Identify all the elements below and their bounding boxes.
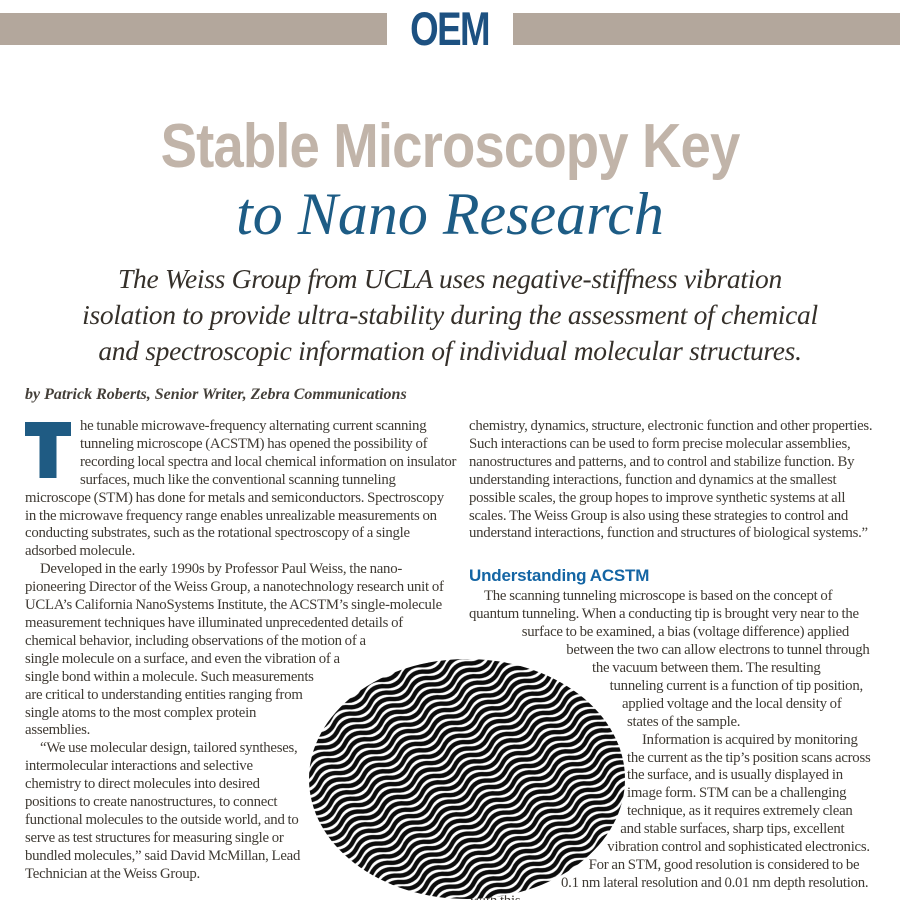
deck-line: and spectroscopic information of individ…	[98, 335, 802, 366]
paragraph: The scanning tunneling microscope is bas…	[469, 588, 870, 730]
article-title-line1: Stable Microscopy Key	[160, 112, 741, 181]
left-column: he tunable microwave-frequency alternati…	[25, 418, 457, 900]
masthead-rule-left	[0, 13, 388, 45]
deck-line: The Weiss Group from UCLA uses negative-…	[118, 263, 782, 294]
deck-line: isolation to provide ultra-stability dur…	[82, 299, 818, 330]
masthead: OEM	[0, 2, 900, 55]
right-column: chemistry, dynamics, structure, electron…	[469, 418, 875, 900]
paragraph-text: he tunable microwave-frequency alternati…	[25, 418, 457, 560]
article-deck: The Weiss Group from UCLA uses negative-…	[20, 261, 880, 369]
paragraph: Developed in the early 1990s by Professo…	[25, 561, 444, 739]
stm-wave-image	[309, 659, 625, 899]
dropcap-T	[25, 421, 71, 479]
paragraph: “We use molecular design, tailored synth…	[25, 740, 301, 882]
masthead-rule-right	[512, 13, 900, 45]
article-title: Stable Microscopy Key to Nano Research	[0, 112, 900, 247]
section-heading: Understanding ACSTM	[469, 566, 650, 586]
byline: by Patrick Roberts, Senior Writer, Zebra…	[25, 386, 407, 403]
stm-wave-figure	[308, 658, 626, 900]
publication-logo: OEM	[410, 2, 491, 55]
paragraph: Information is acquired by monitoring th…	[469, 731, 871, 900]
paragraph: he tunable microwave-frequency alternati…	[25, 418, 457, 561]
paragraph: chemistry, dynamics, structure, electron…	[469, 418, 873, 542]
article-body: he tunable microwave-frequency alternati…	[25, 418, 875, 900]
article-title-line2: to Nano Research	[236, 181, 664, 247]
